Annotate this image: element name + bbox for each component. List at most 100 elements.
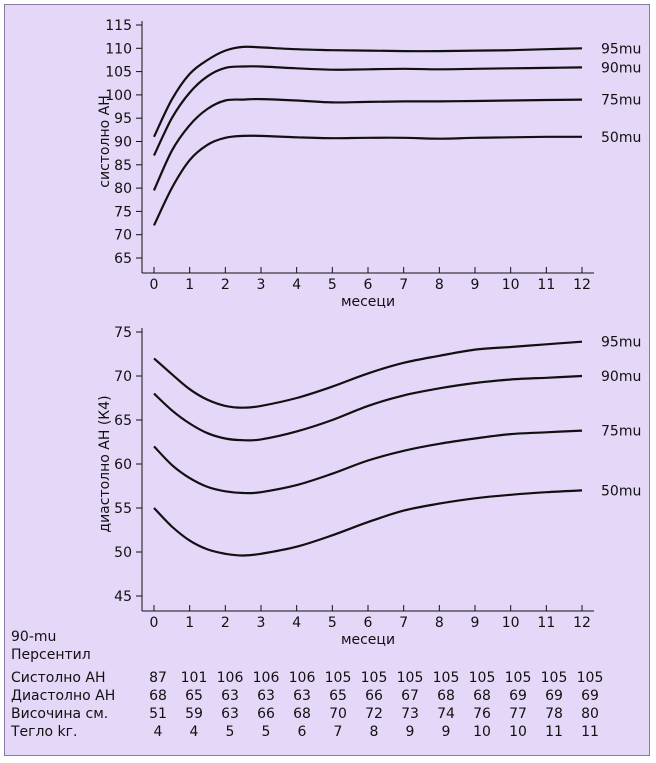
series-line-50mu [153, 134, 583, 226]
table-cell: 76 [473, 706, 491, 722]
x-tick-label: 1 [185, 615, 194, 631]
table-cell: 9 [442, 724, 451, 740]
series-label: 75mu [601, 424, 641, 440]
table-cell: 10 [473, 724, 491, 740]
series-label: 75mu [601, 93, 641, 109]
table-row-label: Височина см. [11, 706, 108, 722]
table-cell: 66 [365, 688, 383, 704]
table-cell: 101 [181, 670, 208, 686]
table-cell: 10 [509, 724, 527, 740]
y-tick-label: 100 [105, 88, 132, 104]
x-tick-label: 5 [328, 615, 337, 631]
x-axis-label: месеци [341, 294, 395, 310]
table-cell: 69 [509, 688, 527, 704]
table-cell: 105 [397, 670, 424, 686]
y-axis-label: диастолно АН (К4) [97, 395, 113, 532]
table-cell: 78 [545, 706, 563, 722]
table-cell: 69 [581, 688, 599, 704]
y-tick-label: 115 [105, 18, 132, 34]
y-tick-label: 70 [114, 228, 132, 244]
table-cell: 67 [401, 688, 419, 704]
x-tick-label: 11 [537, 277, 555, 293]
x-tick-label: 10 [502, 615, 520, 631]
table-cell: 105 [469, 670, 496, 686]
table-cell: 11 [545, 724, 563, 740]
table-cell: 4 [190, 724, 199, 740]
x-tick-label: 2 [221, 615, 230, 631]
table-cell: 80 [581, 706, 599, 722]
table-cell: 68 [473, 688, 491, 704]
y-tick-label: 75 [114, 325, 132, 341]
table-header-label: Персентил [11, 647, 91, 663]
series-line-50mu [153, 489, 583, 557]
x-tick-label: 2 [221, 277, 230, 293]
series-line-75mu [152, 97, 583, 191]
table-header-percentile: 90-mu [11, 629, 56, 645]
table-cell: 74 [437, 706, 455, 722]
y-tick-label: 70 [114, 369, 132, 385]
series-label: 90mu [601, 369, 641, 385]
table-cell: 69 [545, 688, 563, 704]
y-tick-label: 90 [114, 135, 132, 151]
table-cell: 5 [226, 724, 235, 740]
x-tick-label: 11 [537, 615, 555, 631]
x-tick-label: 6 [364, 277, 373, 293]
table-cell: 7 [334, 724, 343, 740]
table-cell: 8 [370, 724, 379, 740]
table-cell: 66 [257, 706, 275, 722]
table-cell: 9 [406, 724, 415, 740]
table-cell: 63 [293, 688, 311, 704]
y-tick-label: 65 [114, 413, 132, 429]
table-cell: 105 [577, 670, 604, 686]
series-line-95mu [153, 45, 583, 138]
x-tick-label: 4 [292, 615, 301, 631]
table-cell: 105 [505, 670, 532, 686]
series-label: 50mu [601, 483, 641, 499]
table-cell: 65 [329, 688, 347, 704]
table-cell: 68 [293, 706, 311, 722]
table-cell: 51 [149, 706, 167, 722]
x-tick-label: 12 [573, 615, 591, 631]
x-tick-label: 8 [435, 615, 444, 631]
y-tick-label: 85 [114, 158, 132, 174]
y-tick-label: 45 [114, 589, 132, 605]
table-cell: 5 [262, 724, 271, 740]
table-cell: 63 [221, 688, 239, 704]
y-tick-label: 50 [114, 545, 132, 561]
table-row-label: Диастолно АН [11, 688, 115, 704]
table-cell: 63 [257, 688, 275, 704]
y-tick-label: 65 [114, 251, 132, 267]
y-tick-label: 110 [105, 41, 132, 57]
x-tick-label: 10 [502, 277, 520, 293]
x-tick-label: 9 [471, 277, 480, 293]
table-cell: 59 [185, 706, 203, 722]
table-row-label: Тегло kг. [10, 724, 77, 740]
table-cell: 105 [433, 670, 460, 686]
x-tick-label: 0 [150, 615, 159, 631]
series-label: 95mu [601, 41, 641, 57]
y-tick-label: 75 [114, 204, 132, 220]
y-tick-label: 95 [114, 111, 132, 127]
x-tick-label: 3 [257, 277, 266, 293]
y-axis-label: систолно АН [97, 95, 113, 187]
table-cell: 106 [253, 670, 280, 686]
x-tick-label: 4 [292, 277, 301, 293]
series-label: 50mu [601, 130, 641, 146]
x-tick-label: 9 [471, 615, 480, 631]
table-cell: 70 [329, 706, 347, 722]
series-line-90mu [153, 65, 583, 156]
x-tick-label: 8 [435, 277, 444, 293]
x-tick-label: 3 [257, 615, 266, 631]
table-row-label: Систолно АН [11, 670, 106, 686]
x-axis-label: месеци [341, 632, 395, 648]
table-cell: 106 [217, 670, 244, 686]
table-cell: 77 [509, 706, 527, 722]
x-tick-label: 0 [150, 277, 159, 293]
table-cell: 105 [325, 670, 352, 686]
table-cell: 73 [401, 706, 419, 722]
table-cell: 63 [221, 706, 239, 722]
y-tick-label: 60 [114, 457, 132, 473]
